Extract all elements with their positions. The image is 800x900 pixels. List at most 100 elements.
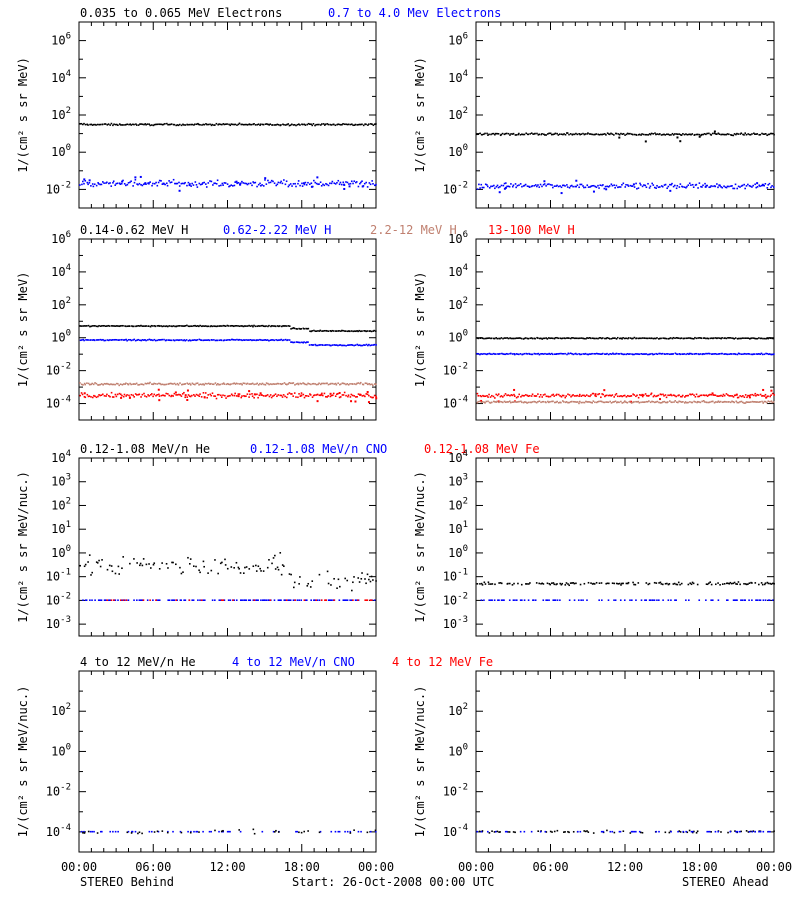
data-point	[316, 344, 319, 347]
data-point	[522, 353, 524, 356]
data-point	[291, 382, 294, 385]
data-point	[671, 182, 673, 185]
data-point	[498, 831, 500, 833]
data-point	[196, 830, 199, 833]
data-point	[548, 395, 550, 398]
data-point	[353, 344, 355, 347]
data-point	[699, 353, 702, 355]
data-point	[659, 581, 662, 584]
data-point	[319, 181, 322, 184]
data-point	[114, 325, 117, 327]
data-point	[343, 382, 346, 385]
data-point	[584, 133, 587, 135]
data-point	[105, 182, 107, 184]
data-point	[177, 384, 180, 386]
data-point	[672, 353, 675, 355]
data-point	[771, 392, 774, 395]
data-point	[277, 599, 280, 601]
data-point	[310, 123, 312, 126]
data-point	[243, 325, 246, 327]
data-point	[138, 831, 141, 834]
data-point	[209, 123, 211, 126]
data-point	[503, 400, 506, 403]
data-point	[635, 400, 637, 403]
data-point-outlier	[302, 182, 305, 185]
data-point	[642, 394, 645, 397]
data-point	[651, 182, 653, 185]
data-point	[513, 393, 515, 396]
data-point	[237, 325, 239, 327]
data-point	[259, 382, 261, 385]
data-point	[274, 325, 277, 328]
data-point	[122, 556, 125, 558]
data-point	[491, 401, 493, 404]
data-point	[369, 183, 372, 186]
data-point	[488, 401, 491, 404]
data-point	[270, 325, 272, 328]
y-tick-label: 104	[51, 69, 71, 85]
data-point	[747, 394, 749, 397]
data-point	[641, 185, 644, 188]
data-point	[526, 337, 529, 340]
data-point	[751, 830, 754, 833]
data-point	[534, 337, 536, 340]
data-point	[489, 353, 492, 355]
data-point	[621, 582, 623, 585]
data-point	[644, 337, 646, 340]
data-point	[590, 401, 592, 404]
row-3-series-label: 0.12-1.08 MeV/n He	[80, 442, 210, 456]
data-point	[312, 344, 315, 346]
data-point	[248, 383, 251, 385]
y-tick-label: 10-2	[46, 362, 71, 378]
data-point	[79, 382, 81, 384]
data-point	[156, 383, 159, 385]
data-point	[729, 581, 732, 584]
data-point	[350, 393, 353, 396]
data-point	[623, 394, 626, 397]
data-point	[364, 344, 366, 346]
data-point	[136, 394, 138, 396]
data-point	[640, 134, 642, 136]
data-point	[271, 383, 273, 386]
data-point	[313, 599, 315, 601]
data-point	[277, 339, 280, 341]
data-point	[193, 339, 196, 341]
data-point	[265, 394, 268, 397]
data-point	[239, 599, 242, 601]
data-point	[86, 393, 89, 396]
data-point	[156, 184, 159, 187]
data-point	[695, 352, 698, 355]
data-point	[734, 394, 737, 397]
data-point	[635, 599, 637, 601]
data-point	[680, 134, 683, 137]
data-point	[132, 339, 134, 341]
data-point	[133, 325, 135, 328]
data-point	[721, 337, 723, 339]
data-point	[477, 337, 480, 340]
data-point	[293, 341, 296, 344]
data-point	[99, 183, 101, 186]
data-point	[755, 599, 757, 601]
data-point	[687, 583, 690, 586]
data-point	[176, 182, 179, 185]
data-point	[653, 581, 656, 584]
data-point	[218, 830, 220, 833]
data-point	[307, 582, 310, 585]
data-point	[564, 185, 566, 187]
data-point	[756, 337, 759, 340]
data-point	[745, 830, 748, 832]
data-point	[721, 583, 724, 585]
data-point	[84, 563, 87, 566]
data-point	[767, 133, 770, 136]
data-point	[103, 395, 106, 397]
data-point	[110, 185, 113, 187]
data-point	[82, 384, 84, 386]
data-point	[246, 339, 249, 341]
data-point	[90, 325, 92, 328]
data-point	[598, 393, 601, 395]
series-points	[476, 336, 775, 340]
data-point	[538, 396, 541, 398]
data-point	[496, 394, 499, 397]
data-point	[759, 353, 762, 356]
data-point-outlier	[186, 389, 189, 392]
